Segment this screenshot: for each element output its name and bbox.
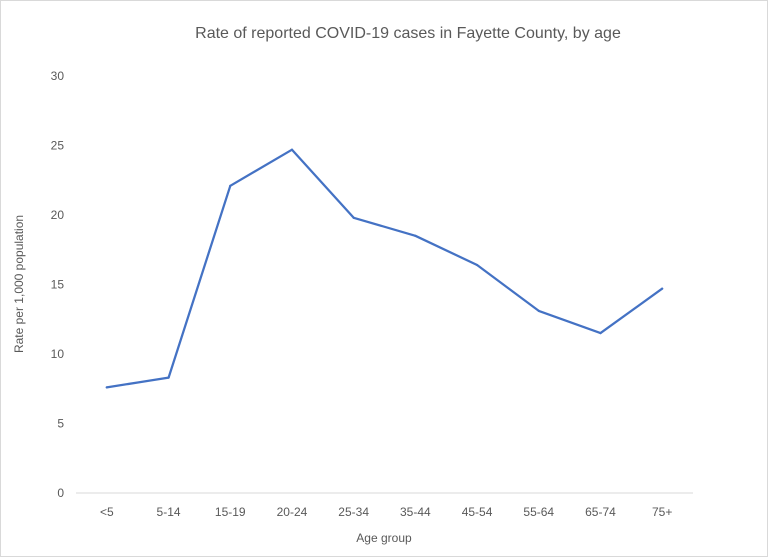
y-tick-label: 0 [57, 486, 64, 500]
y-tick-label: 5 [57, 417, 64, 431]
data-point [475, 263, 479, 267]
x-tick-label: 45-54 [462, 505, 493, 519]
x-tick-label: 55-64 [523, 505, 554, 519]
data-point [414, 234, 417, 237]
y-axis-ticks: 0 5 10 15 20 25 30 [51, 69, 65, 500]
x-tick-label: 75+ [652, 505, 672, 519]
x-tick-label: 35-44 [400, 505, 431, 519]
data-point [229, 184, 232, 187]
x-tick-label: 65-74 [585, 505, 616, 519]
x-tick-label: <5 [100, 505, 114, 519]
x-axis-ticks: <5 5-14 15-19 20-24 25-34 35-44 45-54 55-64 65-7… [100, 505, 672, 519]
series-line [105, 148, 664, 389]
y-axis-title: Rate per 1,000 population [12, 215, 26, 353]
data-point [105, 386, 108, 389]
x-axis-title: Age group [356, 531, 412, 545]
x-tick-label: 25-34 [338, 505, 369, 519]
x-tick-label: 15-19 [215, 505, 246, 519]
data-point [167, 376, 170, 379]
chart-title: Rate of reported COVID-19 cases in Fayet… [195, 25, 621, 42]
y-tick-label: 25 [51, 139, 65, 153]
y-tick-label: 10 [51, 347, 65, 361]
data-point [352, 216, 355, 219]
y-tick-label: 20 [51, 208, 65, 222]
data-point [661, 287, 664, 290]
y-tick-label: 30 [51, 69, 65, 83]
series-group [105, 148, 664, 389]
x-tick-label: 20-24 [277, 505, 308, 519]
x-tick-label: 5-14 [157, 505, 181, 519]
data-point [599, 332, 602, 335]
data-point [290, 148, 294, 151]
y-tick-label: 15 [51, 278, 65, 292]
data-point [537, 309, 540, 313]
